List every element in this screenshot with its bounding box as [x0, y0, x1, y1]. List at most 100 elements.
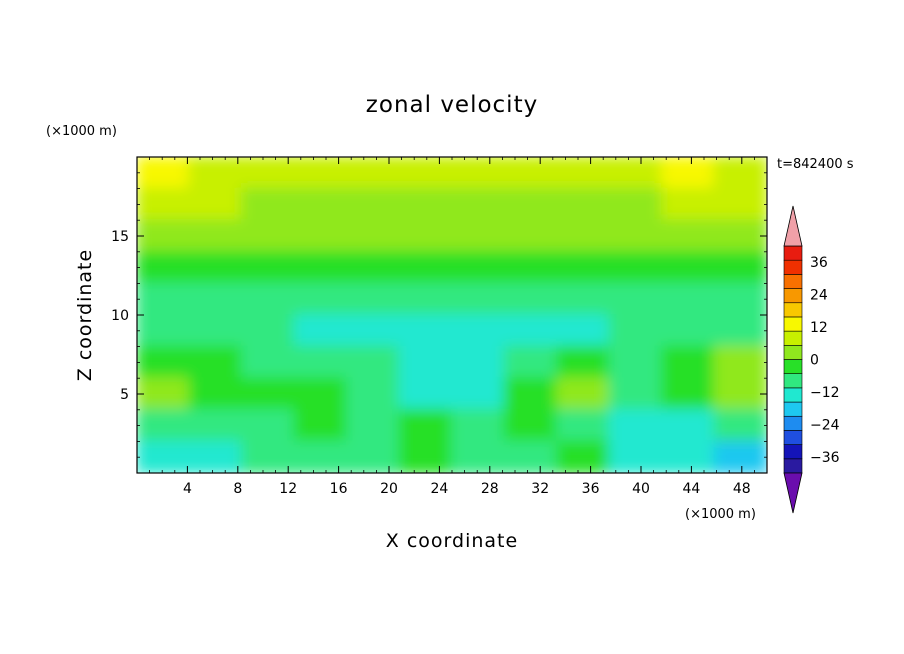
field-cell	[608, 377, 663, 411]
field-cell	[137, 440, 191, 473]
field-cell	[661, 408, 716, 443]
field-cell	[503, 377, 558, 411]
x-tick-label: 20	[380, 481, 398, 497]
field-cell	[661, 314, 716, 348]
field-cell	[713, 377, 767, 411]
colorbar-swatch	[783, 359, 803, 374]
x-tick-label: 12	[279, 481, 297, 497]
field-cell	[556, 157, 611, 190]
field-cell	[241, 282, 296, 316]
x-tick-label: 24	[430, 481, 448, 497]
field-cell	[241, 314, 296, 348]
field-cell	[188, 314, 243, 348]
colorbar-swatch	[783, 302, 803, 318]
colorbar-tick-label: 36	[810, 255, 828, 271]
field-cell	[503, 157, 558, 190]
field-cell	[556, 314, 611, 348]
field-cell	[137, 250, 191, 285]
field-cell	[346, 187, 401, 222]
field-cell	[556, 187, 611, 222]
field-cell	[451, 219, 506, 253]
field-cell	[241, 377, 296, 411]
x-axis-unit: (×1000 m)	[685, 507, 756, 522]
field-cell	[188, 440, 243, 473]
colorbar-swatch	[783, 373, 803, 389]
field-cell	[137, 282, 191, 316]
field-cell	[188, 408, 243, 443]
field-cell	[713, 219, 767, 253]
field-cell	[241, 440, 296, 473]
field-cell	[608, 219, 663, 253]
field-cell	[293, 440, 348, 473]
field-cell	[451, 345, 506, 380]
field-cell	[556, 408, 611, 443]
field-cell	[137, 408, 191, 443]
colorbar-tick-label: −24	[810, 417, 840, 433]
field-cell	[503, 282, 558, 316]
field-cell	[398, 187, 453, 222]
field-cell	[188, 219, 243, 253]
field-cell	[713, 345, 767, 380]
field-cell	[503, 187, 558, 222]
field-cell	[451, 250, 506, 285]
field-cell	[346, 157, 401, 190]
colorbar-swatch	[783, 444, 803, 460]
field-cell	[503, 440, 558, 473]
field-cell	[137, 157, 191, 190]
field-cell	[293, 219, 348, 253]
field-cell	[556, 440, 611, 473]
x-tick-label: 8	[233, 481, 242, 497]
x-tick-label: 16	[330, 481, 348, 497]
field-cell	[556, 282, 611, 316]
field-cell	[346, 314, 401, 348]
field-cell	[293, 314, 348, 348]
field-cell	[241, 408, 296, 443]
field-cell	[608, 187, 663, 222]
field-cell	[608, 345, 663, 380]
field-cell	[713, 408, 767, 443]
field-cell	[346, 219, 401, 253]
field-cell	[713, 250, 767, 285]
field-cell	[188, 187, 243, 222]
colorbar-tick-label: 0	[810, 353, 819, 369]
field-cell	[661, 219, 716, 253]
field-cell	[451, 282, 506, 316]
field-cell	[503, 250, 558, 285]
field-cell	[346, 250, 401, 285]
x-axis-ticks: 4 8 12 16 20 24 28 32 36 40 44 48	[149, 157, 755, 497]
x-tick-label: 40	[632, 481, 650, 497]
field-cell	[398, 314, 453, 348]
field-cell	[398, 157, 453, 190]
field-cell	[503, 408, 558, 443]
field-cell	[451, 187, 506, 222]
field-cell	[241, 250, 296, 285]
field-cell	[398, 250, 453, 285]
field-cell	[556, 219, 611, 253]
field-cell	[293, 187, 348, 222]
field-cell	[608, 282, 663, 316]
colorbar-swatch	[783, 274, 803, 289]
x-tick-label: 36	[582, 481, 600, 497]
field-cell	[661, 250, 716, 285]
field-cell	[241, 345, 296, 380]
field-cell	[188, 345, 243, 380]
field-cell	[346, 440, 401, 473]
y-tick-label: 10	[111, 308, 129, 324]
field-cell	[346, 377, 401, 411]
field-cell	[241, 187, 296, 222]
field-cell	[241, 219, 296, 253]
field-cell	[137, 219, 191, 253]
colorbar-swatch	[783, 401, 803, 417]
colorbar-swatch	[783, 330, 803, 346]
field-cell	[346, 345, 401, 380]
y-axis-ticks: 5 10 15	[111, 172, 767, 458]
field-cell	[608, 440, 663, 473]
field-cell	[398, 377, 453, 411]
colorbar-swatch	[783, 345, 803, 360]
colorbar-tick-label: 12	[810, 320, 828, 336]
colorbar-tick-label: −36	[810, 450, 840, 466]
field-cell	[713, 282, 767, 316]
time-label: t=842400 s	[777, 157, 854, 172]
field-cell	[556, 345, 611, 380]
field-cell	[661, 187, 716, 222]
